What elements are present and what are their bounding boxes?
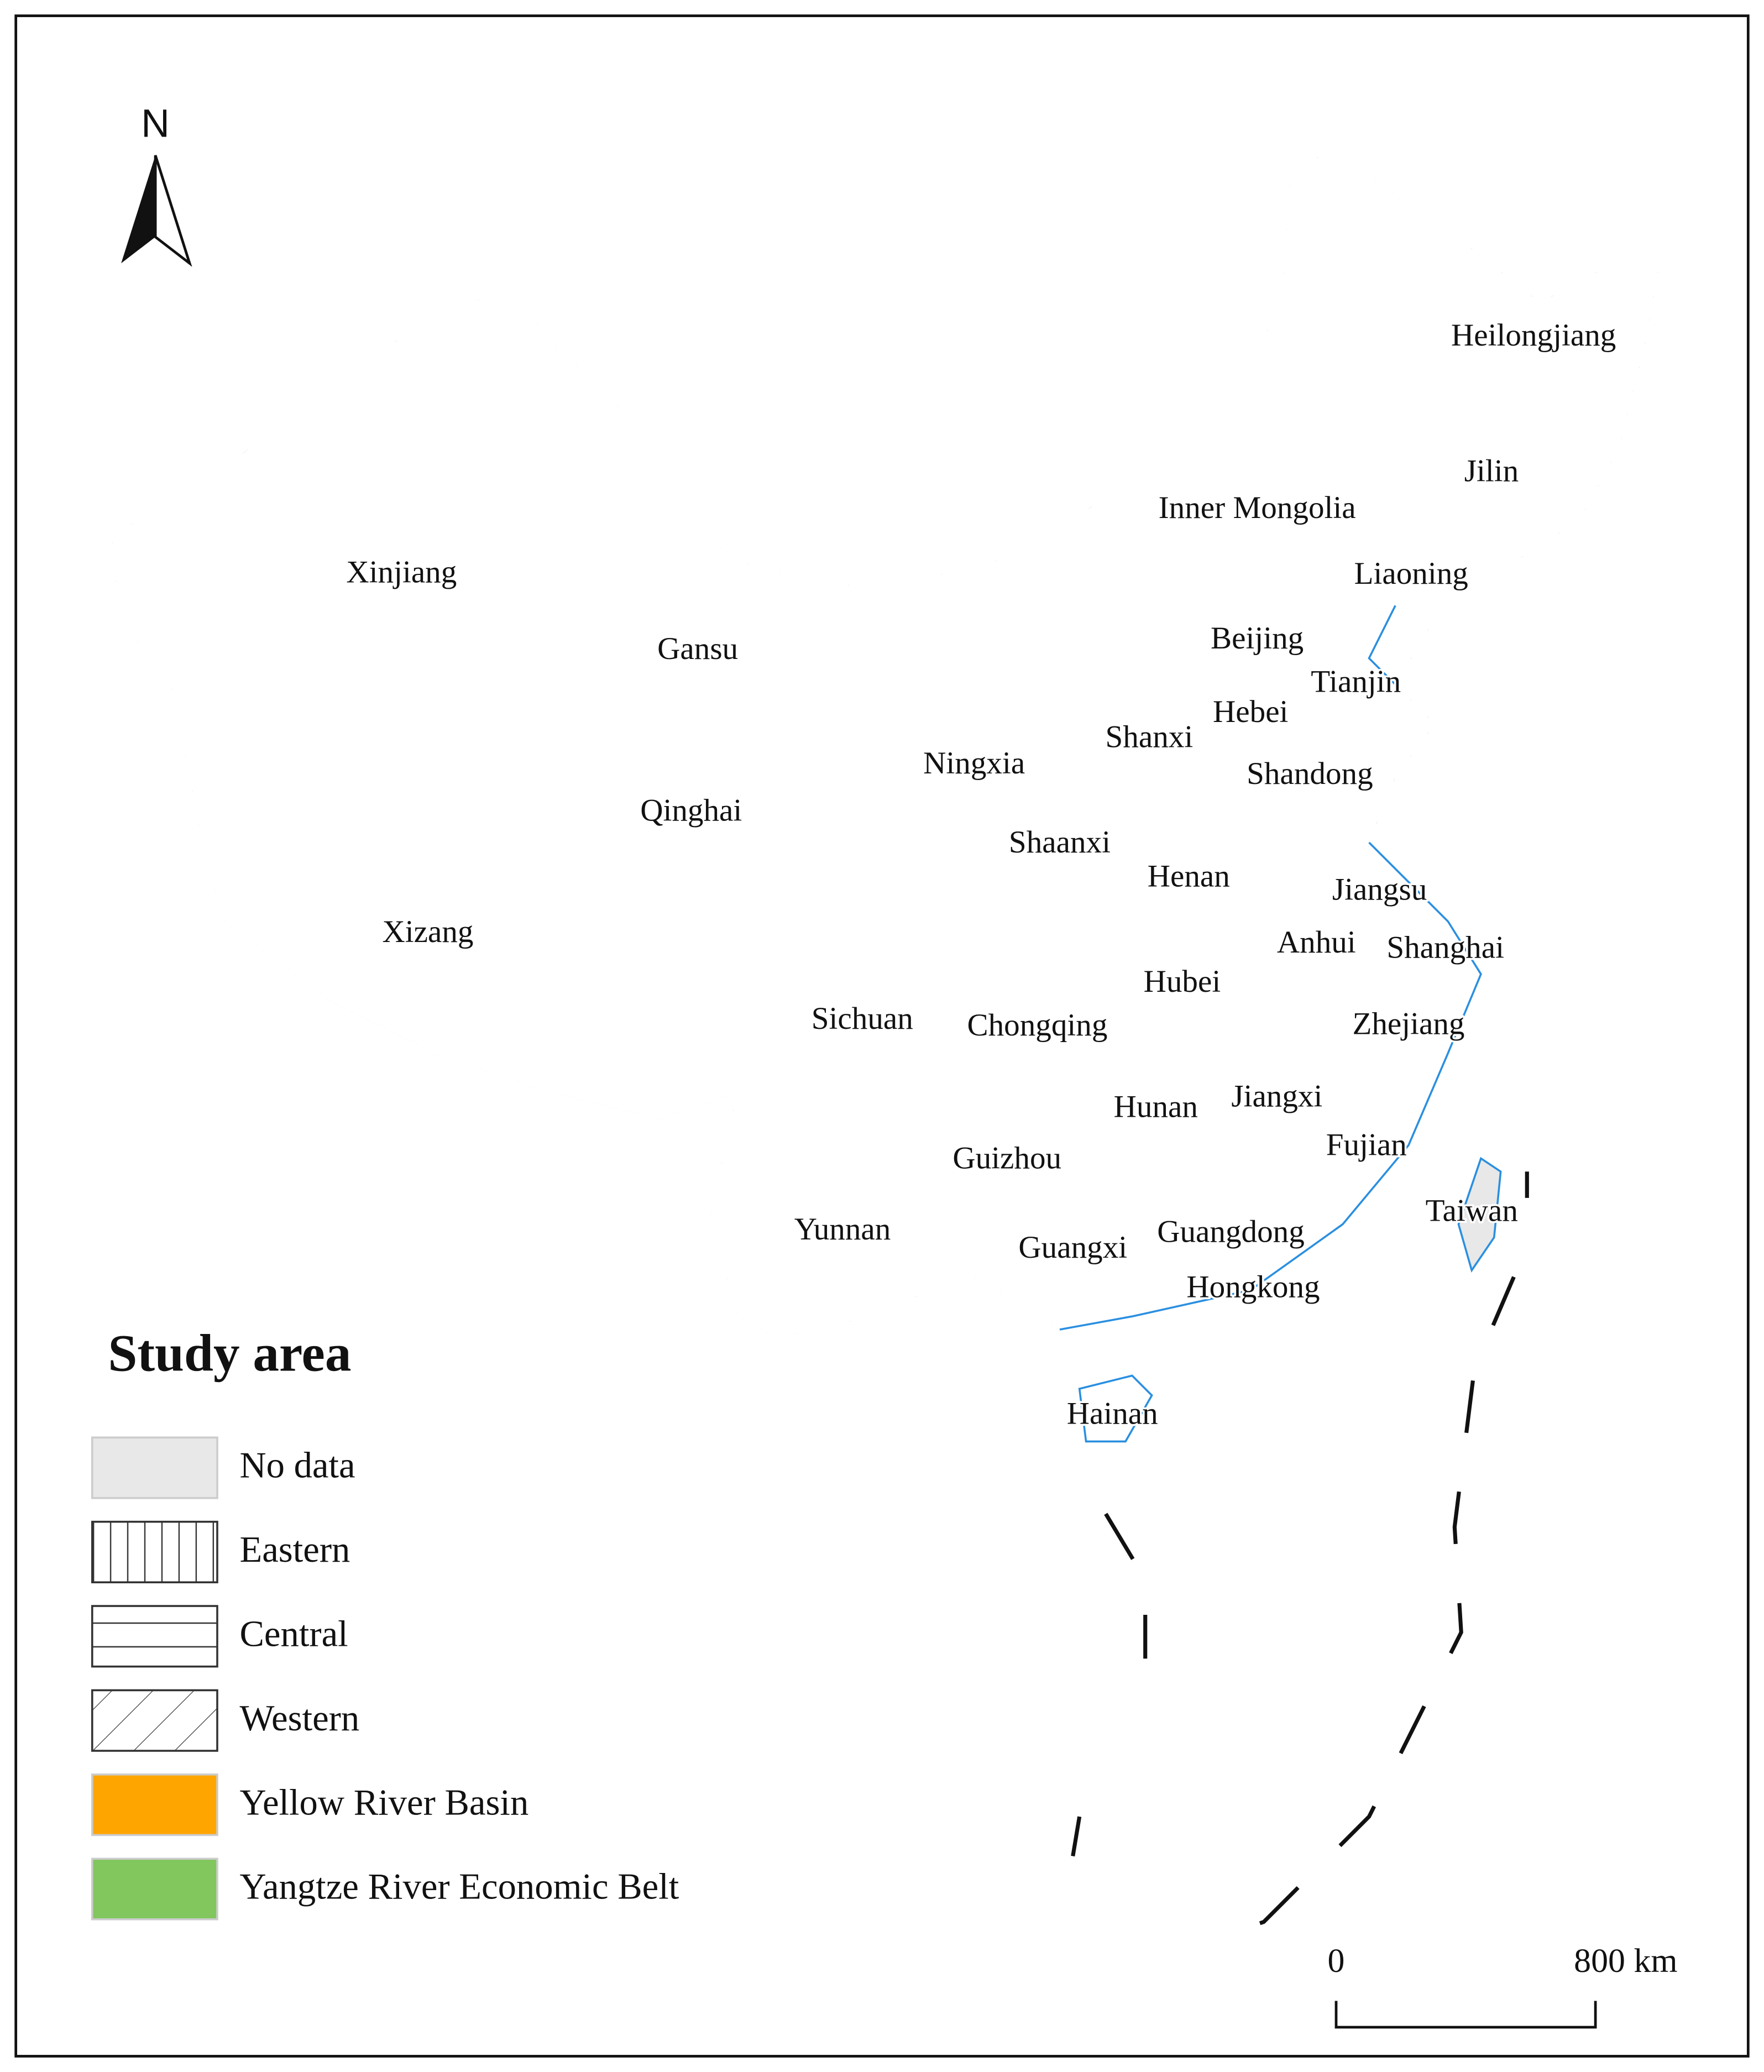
north-arrow: N <box>121 101 192 267</box>
hainan <box>1078 1374 1153 1443</box>
province-label: Xizang <box>383 914 474 949</box>
province-label: Jiangsu <box>1332 872 1427 907</box>
province-label: Liaoning <box>1354 556 1468 591</box>
coastline <box>1059 605 1482 1331</box>
province-label: Anhui <box>1277 925 1356 960</box>
province-label: Zhejiang <box>1352 1006 1464 1041</box>
legend-swatch <box>91 1689 218 1752</box>
province-label: Shanxi <box>1106 719 1194 754</box>
province-label: Guizhou <box>952 1140 1061 1175</box>
province-label: Inner Mongolia <box>1159 490 1356 525</box>
province-label: Shanghai <box>1386 930 1504 965</box>
legend-label: Western <box>239 1698 359 1739</box>
province-label: Shaanxi <box>1009 825 1111 860</box>
province-labels: Heilongjiang Jilin Inner Mongolia Liaoning X… <box>344 316 1618 1433</box>
legend-swatch <box>91 1436 218 1499</box>
legend-label: No data <box>239 1446 355 1486</box>
legend-swatch <box>91 1858 218 1921</box>
legend-swatch <box>91 1773 218 1836</box>
legend-swatch <box>91 1605 218 1668</box>
province-label: Sichuan <box>812 1001 913 1036</box>
province-label: Hebei <box>1213 694 1288 729</box>
legend-label: Eastern <box>239 1530 350 1570</box>
province-label: Jiangxi <box>1231 1079 1322 1113</box>
province-label: Xinjiang <box>346 555 457 590</box>
province-label: Heilongjiang <box>1451 318 1616 353</box>
legend-swatch <box>91 1520 218 1583</box>
province-label: Hunan <box>1114 1089 1198 1124</box>
taiwan <box>1457 1157 1502 1273</box>
province-label: Chongqing <box>967 1008 1108 1043</box>
legend: Study area No data Eastern Central Western Y… <box>91 1323 679 1921</box>
north-label: N <box>141 101 170 145</box>
province-label: Taiwan <box>1426 1194 1518 1228</box>
scale-end: 800 km <box>1574 1942 1677 1980</box>
legend-label: Yellow River Basin <box>239 1782 528 1823</box>
province-label: Beijing <box>1211 621 1304 656</box>
province-label: Gansu <box>657 631 738 666</box>
legend-title: Study area <box>108 1323 351 1382</box>
legend-label: Yangtze River Economic Belt <box>239 1867 679 1907</box>
scale-start: 0 <box>1328 1942 1345 1980</box>
province-label: Hongkong <box>1186 1270 1320 1305</box>
province-label: Hainan <box>1067 1396 1158 1431</box>
province-label: Yunnan <box>794 1212 891 1247</box>
province-label: Shandong <box>1247 756 1373 791</box>
province-label: Jilin <box>1464 453 1519 488</box>
province-label: Hubei <box>1144 964 1221 999</box>
legend-label: Central <box>239 1614 348 1655</box>
province-label: Henan <box>1148 859 1230 894</box>
province-label: Fujian <box>1326 1128 1407 1163</box>
province-label: Ningxia <box>923 746 1025 781</box>
south-sea-boundary <box>1071 1171 1529 1937</box>
province-label: Guangxi <box>1018 1230 1127 1265</box>
province-label: Tianjin <box>1311 664 1401 699</box>
province-label: Guangdong <box>1157 1215 1305 1249</box>
scale-bar: 0 800 km <box>1328 1942 1678 2029</box>
province-label: Qinghai <box>640 793 742 828</box>
